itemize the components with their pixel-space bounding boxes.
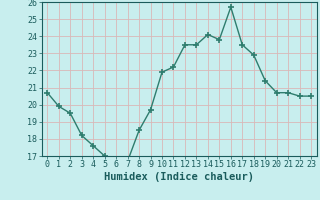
X-axis label: Humidex (Indice chaleur): Humidex (Indice chaleur)	[104, 172, 254, 182]
